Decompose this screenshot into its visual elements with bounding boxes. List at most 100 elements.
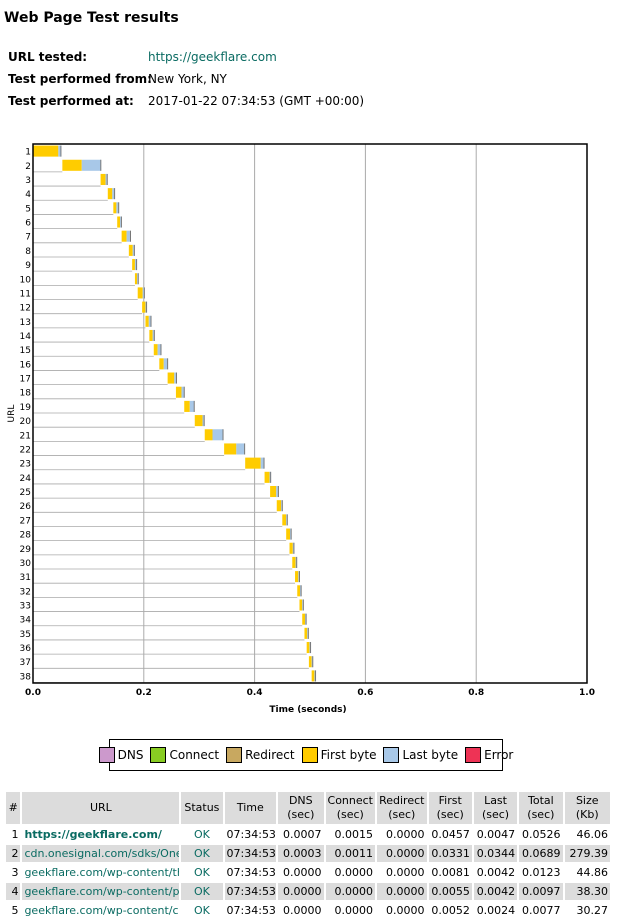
y-tick-label: 4 bbox=[25, 190, 31, 200]
table-cell: 0.0011 bbox=[325, 845, 376, 862]
legend-swatch bbox=[150, 747, 167, 763]
table-cell: cdn.onesignal.com/sdks/OneSignalSDK.js bbox=[22, 845, 180, 862]
legend-label: Connect bbox=[169, 748, 220, 762]
table-cell: 0.0015 bbox=[325, 826, 376, 843]
resource-url-link[interactable]: cdn.onesignal.com/sdks/OneSignalSDK.js bbox=[24, 847, 180, 860]
bar-last-byte bbox=[163, 358, 168, 370]
bar-first-byte bbox=[132, 259, 135, 271]
y-tick-label: 35 bbox=[20, 630, 31, 640]
y-tick-label: 34 bbox=[20, 616, 32, 626]
resource-url-link[interactable]: geekflare.com/wp-content/themes/ bbox=[24, 866, 179, 879]
table-cell: 07:34:53 bbox=[224, 845, 277, 862]
tested-url-link[interactable]: https://geekflare.com bbox=[148, 50, 277, 64]
info-label: Test performed from: bbox=[8, 72, 152, 86]
table-cell: geekflare.com/wp-content/plugins/ bbox=[22, 883, 180, 900]
bar-first-byte bbox=[299, 599, 303, 611]
table-cell: OK bbox=[181, 845, 223, 862]
info-label: Test performed at: bbox=[8, 94, 134, 108]
y-tick-label: 8 bbox=[25, 247, 31, 257]
table-cell: 0.0000 bbox=[278, 883, 324, 900]
table-cell: 0.0000 bbox=[278, 902, 324, 919]
resource-url-link[interactable]: https://geekflare.com/ bbox=[24, 828, 162, 841]
legend-swatch bbox=[226, 747, 243, 763]
bar-last-byte bbox=[302, 599, 304, 611]
bar-first-byte bbox=[289, 542, 293, 554]
bar-last-byte bbox=[120, 216, 122, 228]
bar-last-byte bbox=[305, 613, 307, 625]
bar-first-byte bbox=[304, 627, 308, 639]
results-table: # URL Status Time DNS (sec) Connect (sec… bbox=[4, 790, 612, 921]
x-tick-label: 0.8 bbox=[468, 688, 484, 698]
table-cell: 0.0000 bbox=[377, 902, 427, 919]
bar-last-byte bbox=[212, 429, 224, 441]
test-info: URL tested: https://geekflare.com Test pe… bbox=[8, 47, 364, 113]
table-cell: 0.0000 bbox=[377, 845, 427, 862]
legend-item-redirect: Redirect bbox=[226, 747, 295, 763]
table-row: 5geekflare.com/wp-content/cache/OK07:34:… bbox=[6, 902, 610, 919]
page-title: Web Page Test results bbox=[4, 10, 179, 26]
column-header: Total (sec) bbox=[519, 792, 563, 824]
table-cell: OK bbox=[181, 864, 223, 881]
bar-last-byte bbox=[157, 344, 161, 356]
bar-last-byte bbox=[174, 372, 177, 384]
info-row-url: URL tested: https://geekflare.com bbox=[8, 47, 364, 69]
table-cell: 0.0003 bbox=[278, 845, 324, 862]
legend-label: Redirect bbox=[245, 748, 295, 762]
table-row: 3geekflare.com/wp-content/themes/OK07:34… bbox=[6, 864, 610, 881]
y-tick-label: 11 bbox=[20, 289, 31, 299]
bar-first-byte bbox=[297, 585, 301, 597]
y-tick-label: 36 bbox=[20, 644, 32, 654]
y-tick-label: 7 bbox=[25, 233, 31, 243]
y-tick-label: 27 bbox=[20, 516, 31, 526]
y-tick-label: 6 bbox=[25, 219, 31, 229]
table-cell: OK bbox=[181, 826, 223, 843]
legend-label: Last byte bbox=[402, 748, 459, 762]
bar-last-byte bbox=[116, 202, 119, 214]
bar-last-byte bbox=[58, 145, 61, 157]
table-cell: 0.0007 bbox=[278, 826, 324, 843]
legend-item-last-byte: Last byte bbox=[383, 747, 458, 763]
column-header: Last (sec) bbox=[473, 792, 518, 824]
y-tick-label: 24 bbox=[20, 474, 32, 484]
table-cell: 38.30 bbox=[564, 883, 610, 900]
y-tick-label: 31 bbox=[20, 573, 31, 583]
table-cell: 0.0052 bbox=[428, 902, 472, 919]
bar-last-byte bbox=[105, 173, 108, 185]
bar-first-byte bbox=[137, 287, 143, 299]
bar-first-byte bbox=[286, 528, 291, 540]
y-tick-label: 12 bbox=[20, 304, 31, 314]
y-tick-label: 19 bbox=[20, 403, 32, 413]
bar-first-byte bbox=[33, 145, 59, 157]
table-cell: 0.0689 bbox=[519, 845, 563, 862]
table-row: 4geekflare.com/wp-content/plugins/OK07:3… bbox=[6, 883, 610, 900]
table-cell: 0.0077 bbox=[519, 902, 563, 919]
y-tick-label: 2 bbox=[25, 162, 31, 172]
y-tick-label: 20 bbox=[20, 417, 32, 427]
bar-first-byte bbox=[194, 415, 203, 427]
column-header: Connect (sec) bbox=[325, 792, 376, 824]
bar-last-byte bbox=[276, 485, 279, 498]
table-cell: OK bbox=[181, 902, 223, 919]
table-cell: 0.0000 bbox=[377, 864, 427, 881]
plot-border bbox=[32, 143, 588, 684]
table-cell: 07:34:53 bbox=[224, 902, 277, 919]
bar-last-byte bbox=[311, 656, 313, 668]
y-tick-label: 37 bbox=[20, 658, 31, 668]
y-tick-label: 16 bbox=[20, 360, 32, 370]
bar-first-byte bbox=[145, 315, 149, 327]
column-header: Time bbox=[224, 792, 277, 824]
table-cell: 0.0042 bbox=[473, 883, 518, 900]
y-tick-label: 9 bbox=[25, 261, 31, 271]
table-cell: geekflare.com/wp-content/themes/ bbox=[22, 864, 180, 881]
bar-first-byte bbox=[175, 386, 182, 398]
x-tick-label: 0.0 bbox=[25, 688, 41, 698]
resource-url-link[interactable]: geekflare.com/wp-content/cache/ bbox=[24, 904, 179, 917]
x-tick-label: 0.6 bbox=[357, 688, 373, 698]
table-cell: 5 bbox=[6, 902, 21, 919]
column-header: First (sec) bbox=[428, 792, 472, 824]
table-cell: 0.0000 bbox=[377, 883, 427, 900]
bar-first-byte bbox=[308, 656, 312, 668]
column-header: Size (Kb) bbox=[564, 792, 610, 824]
resource-url-link[interactable]: geekflare.com/wp-content/plugins/ bbox=[24, 885, 180, 898]
y-tick-label: 23 bbox=[20, 460, 31, 470]
